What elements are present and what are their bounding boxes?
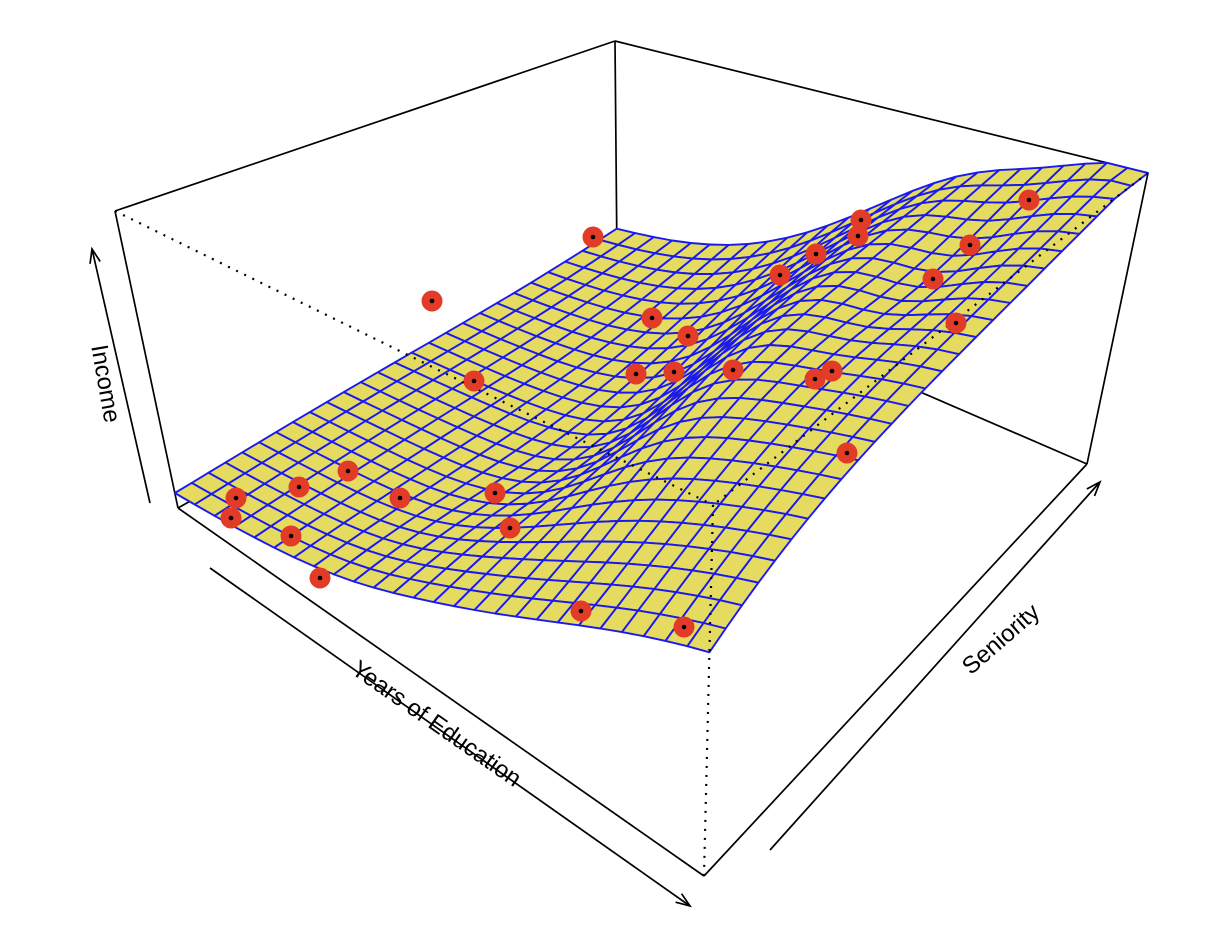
box-edge bbox=[177, 507, 705, 877]
data-point-center bbox=[844, 450, 850, 456]
data-point-center bbox=[296, 484, 302, 490]
income-axis-arrowhead bbox=[89, 246, 101, 264]
box-edge bbox=[1086, 172, 1149, 465]
data-point-center bbox=[813, 251, 819, 257]
data-point-center bbox=[730, 367, 736, 373]
data-point-center bbox=[317, 575, 323, 581]
data-point-center bbox=[633, 371, 639, 377]
data-point-center bbox=[953, 320, 959, 326]
hidden-box-edge bbox=[712, 172, 1149, 506]
data-point-center bbox=[671, 369, 677, 375]
education-axis-arrow bbox=[209, 567, 691, 907]
box-edge bbox=[614, 40, 1149, 174]
data-point-center bbox=[829, 368, 835, 374]
box-edge bbox=[114, 40, 616, 212]
data-point-center bbox=[429, 298, 435, 304]
seniority-axis-arrow bbox=[769, 481, 1101, 851]
data-points bbox=[220, 189, 1040, 638]
data-point-center bbox=[685, 333, 691, 339]
data-point-center bbox=[855, 233, 861, 239]
income-axis-arrow bbox=[91, 248, 151, 504]
data-point-center bbox=[681, 624, 687, 630]
surface-cell bbox=[686, 622, 727, 654]
data-point-center bbox=[1026, 197, 1032, 203]
data-point-center bbox=[578, 608, 584, 614]
bounding-box-front-edges bbox=[177, 463, 1088, 877]
box-edge bbox=[614, 40, 618, 262]
seniority-axis-arrowhead bbox=[1086, 480, 1102, 497]
surface-mesh bbox=[173, 161, 1149, 654]
data-point-center bbox=[288, 533, 294, 539]
data-point-center bbox=[228, 515, 234, 521]
data-point-center bbox=[507, 525, 513, 531]
data-point-center bbox=[397, 495, 403, 501]
box-edge bbox=[114, 210, 179, 509]
axis-arrows bbox=[89, 246, 1102, 908]
hidden-box-edges-dotted bbox=[114, 172, 1149, 877]
data-point-center bbox=[345, 468, 351, 474]
data-point-center bbox=[967, 242, 973, 248]
data-point-center bbox=[812, 376, 818, 382]
hidden-box-edge bbox=[114, 210, 714, 506]
data-point-center bbox=[233, 495, 239, 501]
box-edge bbox=[703, 463, 1088, 877]
data-point-center bbox=[930, 276, 936, 282]
income-axis-label: Income bbox=[85, 343, 125, 425]
data-point-center bbox=[858, 217, 864, 223]
data-point-center bbox=[649, 315, 655, 321]
education-axis-arrowhead bbox=[675, 893, 692, 908]
data-point-center bbox=[590, 234, 596, 240]
data-point-center bbox=[492, 490, 498, 496]
data-point-center bbox=[777, 272, 783, 278]
data-point-center bbox=[471, 378, 477, 384]
seniority-axis-label: Seniority bbox=[957, 599, 1045, 681]
years-of-education-axis-label: Years of Education bbox=[346, 655, 526, 792]
